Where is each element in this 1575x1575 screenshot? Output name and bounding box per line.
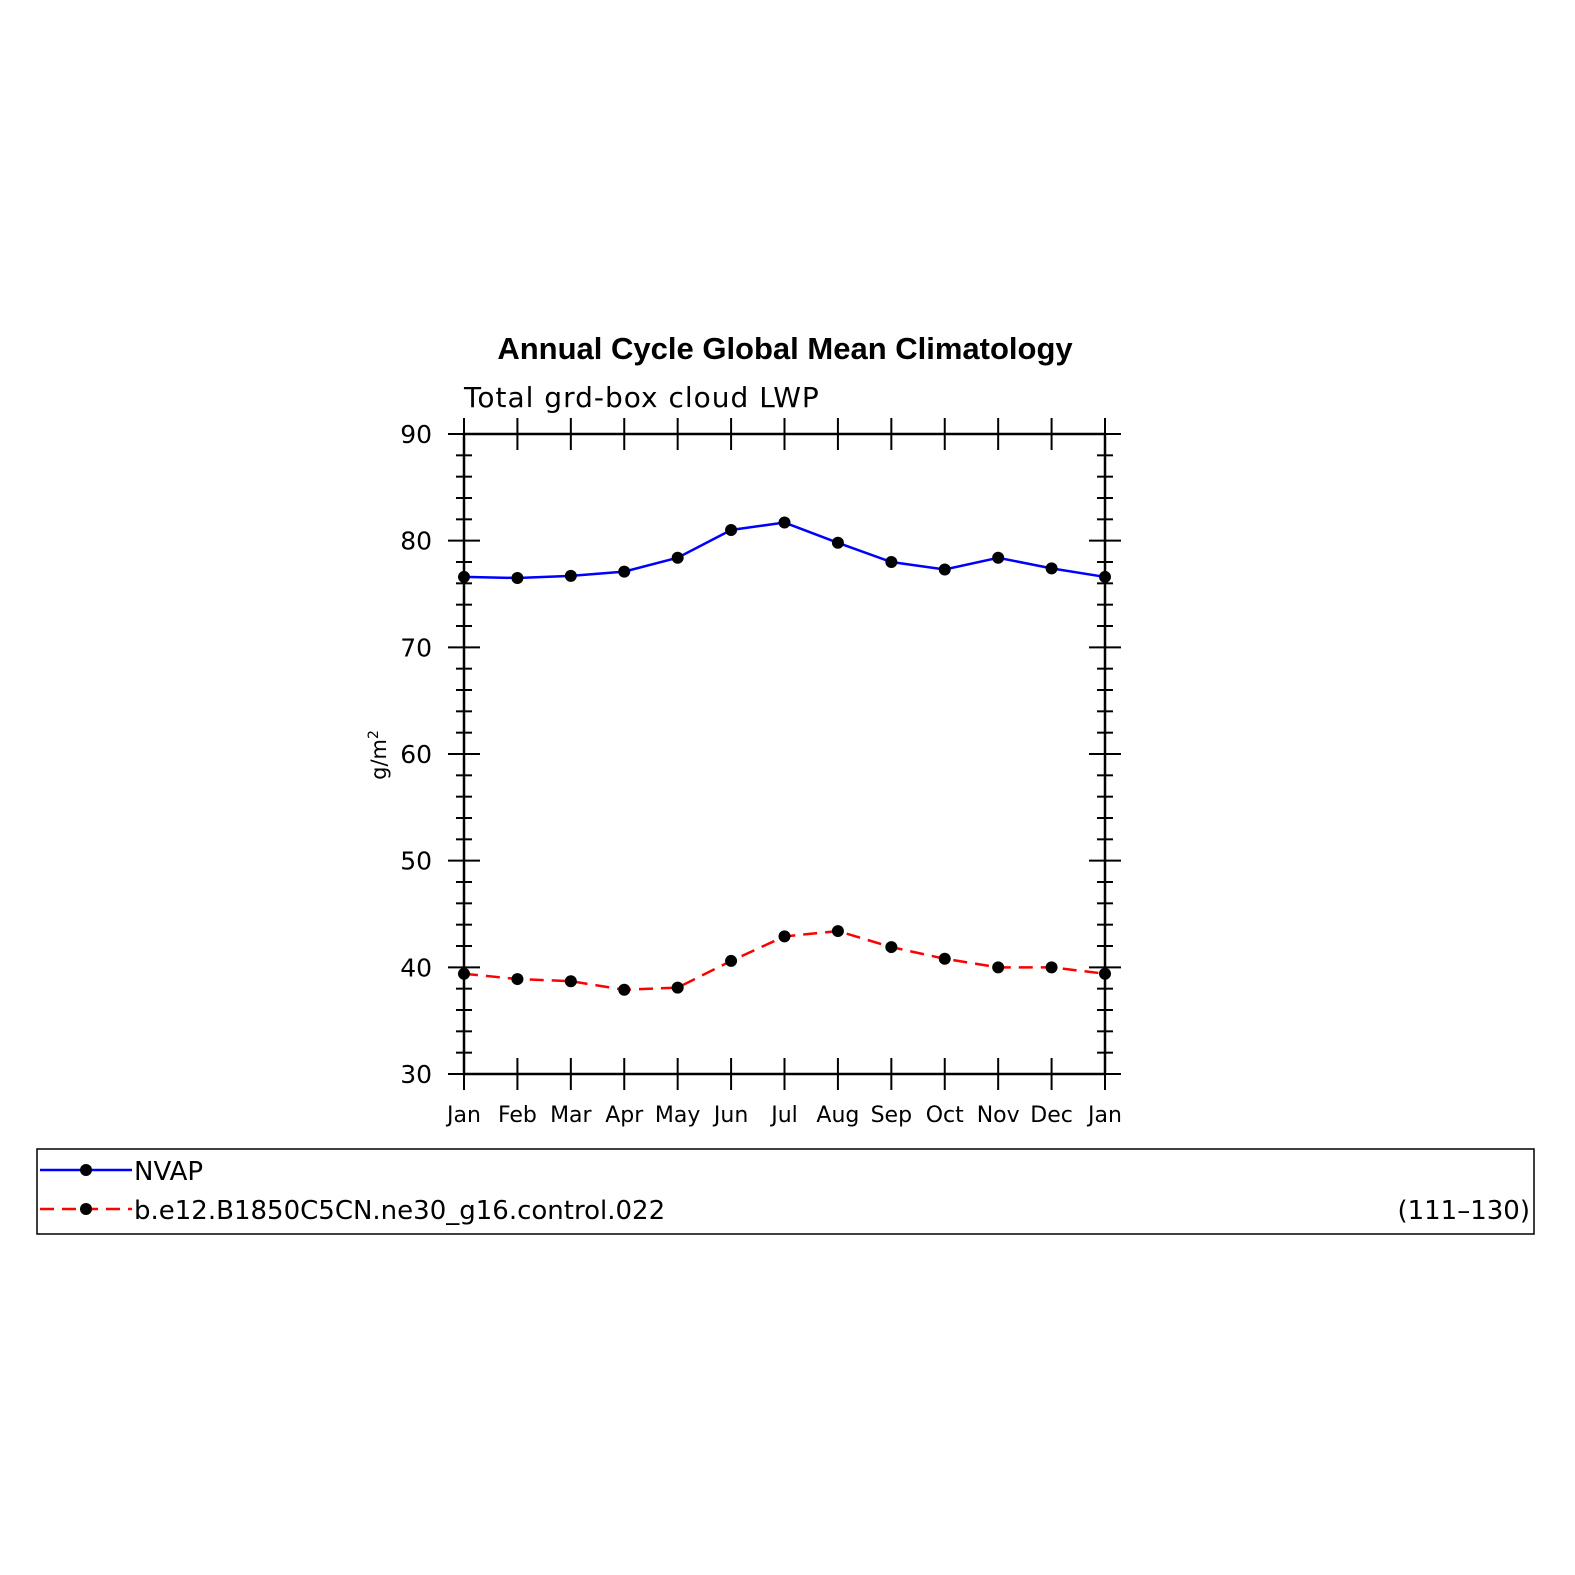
y-tick-label: 30 — [400, 1060, 432, 1089]
y-tick-label: 60 — [400, 740, 432, 769]
data-point — [618, 983, 631, 996]
x-tick-label: Nov — [977, 1103, 1020, 1128]
data-point — [831, 925, 844, 938]
data-point — [671, 981, 684, 994]
data-point — [992, 551, 1005, 564]
y-axis-label-text: g/m — [367, 739, 391, 780]
data-point — [458, 967, 470, 980]
x-tick-label: Mar — [550, 1103, 592, 1128]
legend-box — [36, 1148, 1535, 1235]
legend-marker — [80, 1164, 92, 1176]
data-point — [885, 556, 898, 568]
x-tick-label: Feb — [498, 1103, 537, 1128]
data-point — [618, 565, 631, 578]
axes: 30 40 50 60 70 80 90 Jan Feb Mar Apr May Jun Jul Aug Se… — [400, 418, 1122, 1128]
chart-title: Annual Cycle Global Mean Climatology — [497, 331, 1073, 366]
svg-text:g/m2: g/m2 — [366, 730, 391, 780]
y-tick-label: 40 — [400, 953, 432, 982]
data-point — [992, 961, 1005, 974]
data-point — [564, 975, 577, 988]
data-point — [1045, 961, 1058, 974]
data-point — [511, 973, 524, 986]
legend-label-1: NVAP — [134, 1157, 203, 1187]
x-tick-label: Jan — [445, 1103, 481, 1128]
data-point — [885, 941, 898, 954]
x-tick-label: Jun — [712, 1103, 748, 1128]
y-tick-label: 80 — [400, 527, 432, 556]
x-tick-label: Sep — [871, 1103, 912, 1128]
x-tick-label: Aug — [816, 1103, 859, 1128]
y-tick-label: 70 — [400, 633, 432, 662]
series-layer — [458, 516, 1111, 996]
legend-label-2: b.e12.B1850C5CN.ne30_g16.control.022 — [134, 1196, 665, 1226]
data-point — [564, 569, 577, 582]
chart-subtitle: Total grd-box cloud LWP — [463, 381, 820, 414]
x-tick-label: Jan — [1086, 1103, 1122, 1128]
data-point — [938, 563, 951, 576]
data-point — [1099, 967, 1111, 980]
data-point — [671, 551, 684, 564]
legend: NVAP b.e12.B1850C5CN.ne30_g16.control.022 — [40, 1157, 665, 1226]
data-point — [511, 572, 524, 584]
data-point — [725, 524, 738, 536]
x-tick-label: Apr — [605, 1103, 644, 1128]
data-point — [831, 536, 844, 549]
x-tick-label: Jul — [769, 1103, 798, 1128]
x-tick-label: Dec — [1030, 1103, 1073, 1128]
data-point — [1045, 562, 1058, 575]
y-tick-label: 50 — [400, 847, 432, 876]
data-point — [778, 516, 791, 529]
data-point — [725, 954, 738, 967]
series-line-1 — [463, 521, 1106, 580]
y-axis-label-superscript: 2 — [366, 730, 382, 739]
legend-marker — [80, 1203, 92, 1215]
data-point — [1099, 570, 1111, 583]
y-axis-label: g/m2 — [366, 730, 391, 780]
data-point — [778, 930, 791, 943]
y-tick-label: 90 — [400, 420, 432, 449]
legend-years: (111–130) — [1397, 1196, 1530, 1226]
data-point — [938, 952, 951, 965]
plot-frame — [462, 432, 1107, 1076]
x-tick-label: May — [655, 1103, 700, 1128]
x-tick-label: Oct — [926, 1103, 964, 1128]
data-point — [458, 570, 470, 583]
